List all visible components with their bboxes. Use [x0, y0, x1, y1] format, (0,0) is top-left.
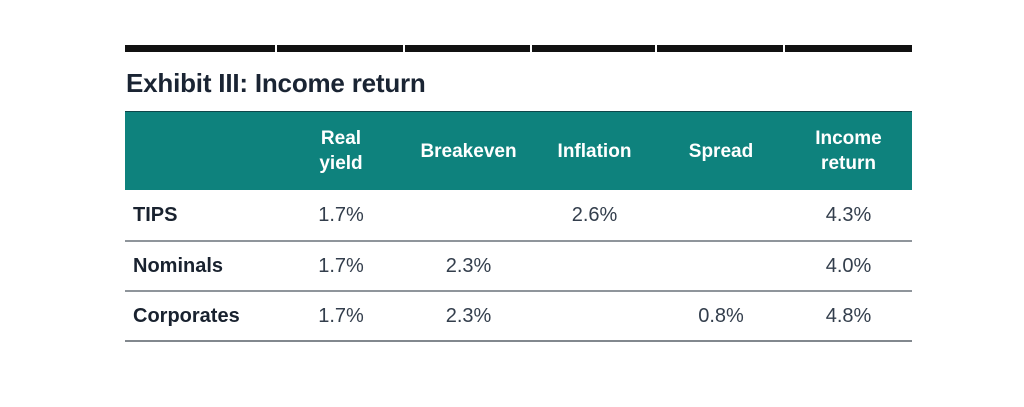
cell-income-return: 4.0%: [825, 254, 872, 277]
exhibit-title: Exhibit III: Income return: [126, 68, 426, 98]
top-rule-segment: [532, 45, 657, 52]
cell-real-yield: 1.7%: [318, 203, 364, 226]
row-label: Nominals: [133, 254, 224, 277]
cell-inflation: 2.6%: [571, 203, 618, 226]
column-header-breakeven: Breakeven: [420, 140, 517, 162]
cell-spread: 0.8%: [698, 304, 744, 327]
cell-income-return: 4.8%: [825, 304, 872, 327]
top-rule-segment: [405, 45, 532, 52]
row-label: TIPS: [133, 203, 178, 226]
column-header-spread: Spread: [688, 140, 754, 162]
bottom-rule: [125, 340, 912, 343]
income-return-table: Real yield Breakeven Inflation Spread In…: [125, 111, 912, 343]
table-header-row: Real yield Breakeven Inflation Spread In…: [125, 111, 912, 191]
cell-breakeven: 2.3%: [445, 254, 492, 277]
column-header-inflation: Inflation: [557, 140, 632, 162]
cell-real-yield: 1.7%: [318, 254, 364, 277]
column-header-income-return: Income return: [815, 128, 882, 175]
top-rule-segment: [277, 45, 405, 52]
column-header-real-yield: Real yield: [319, 128, 363, 175]
table-row-corporates: Corporates 1.7% 2.3% 0.8% 4.8%: [125, 290, 912, 340]
cell-breakeven: 2.3%: [445, 304, 492, 327]
top-rule-segment: [125, 45, 277, 52]
top-rule: [125, 45, 912, 52]
cell-real-yield: 1.7%: [318, 304, 364, 327]
top-rule-segment: [657, 45, 785, 52]
table-row-tips: TIPS 1.7% 2.6% 4.3%: [125, 190, 912, 240]
top-rule-segment: [785, 45, 912, 52]
cell-income-return: 4.3%: [825, 203, 872, 226]
exhibit-container: Exhibit III: Income return Real yield Br…: [125, 45, 912, 343]
table-row-nominals: Nominals 1.7% 2.3% 4.0%: [125, 240, 912, 290]
row-label: Corporates: [133, 304, 240, 327]
